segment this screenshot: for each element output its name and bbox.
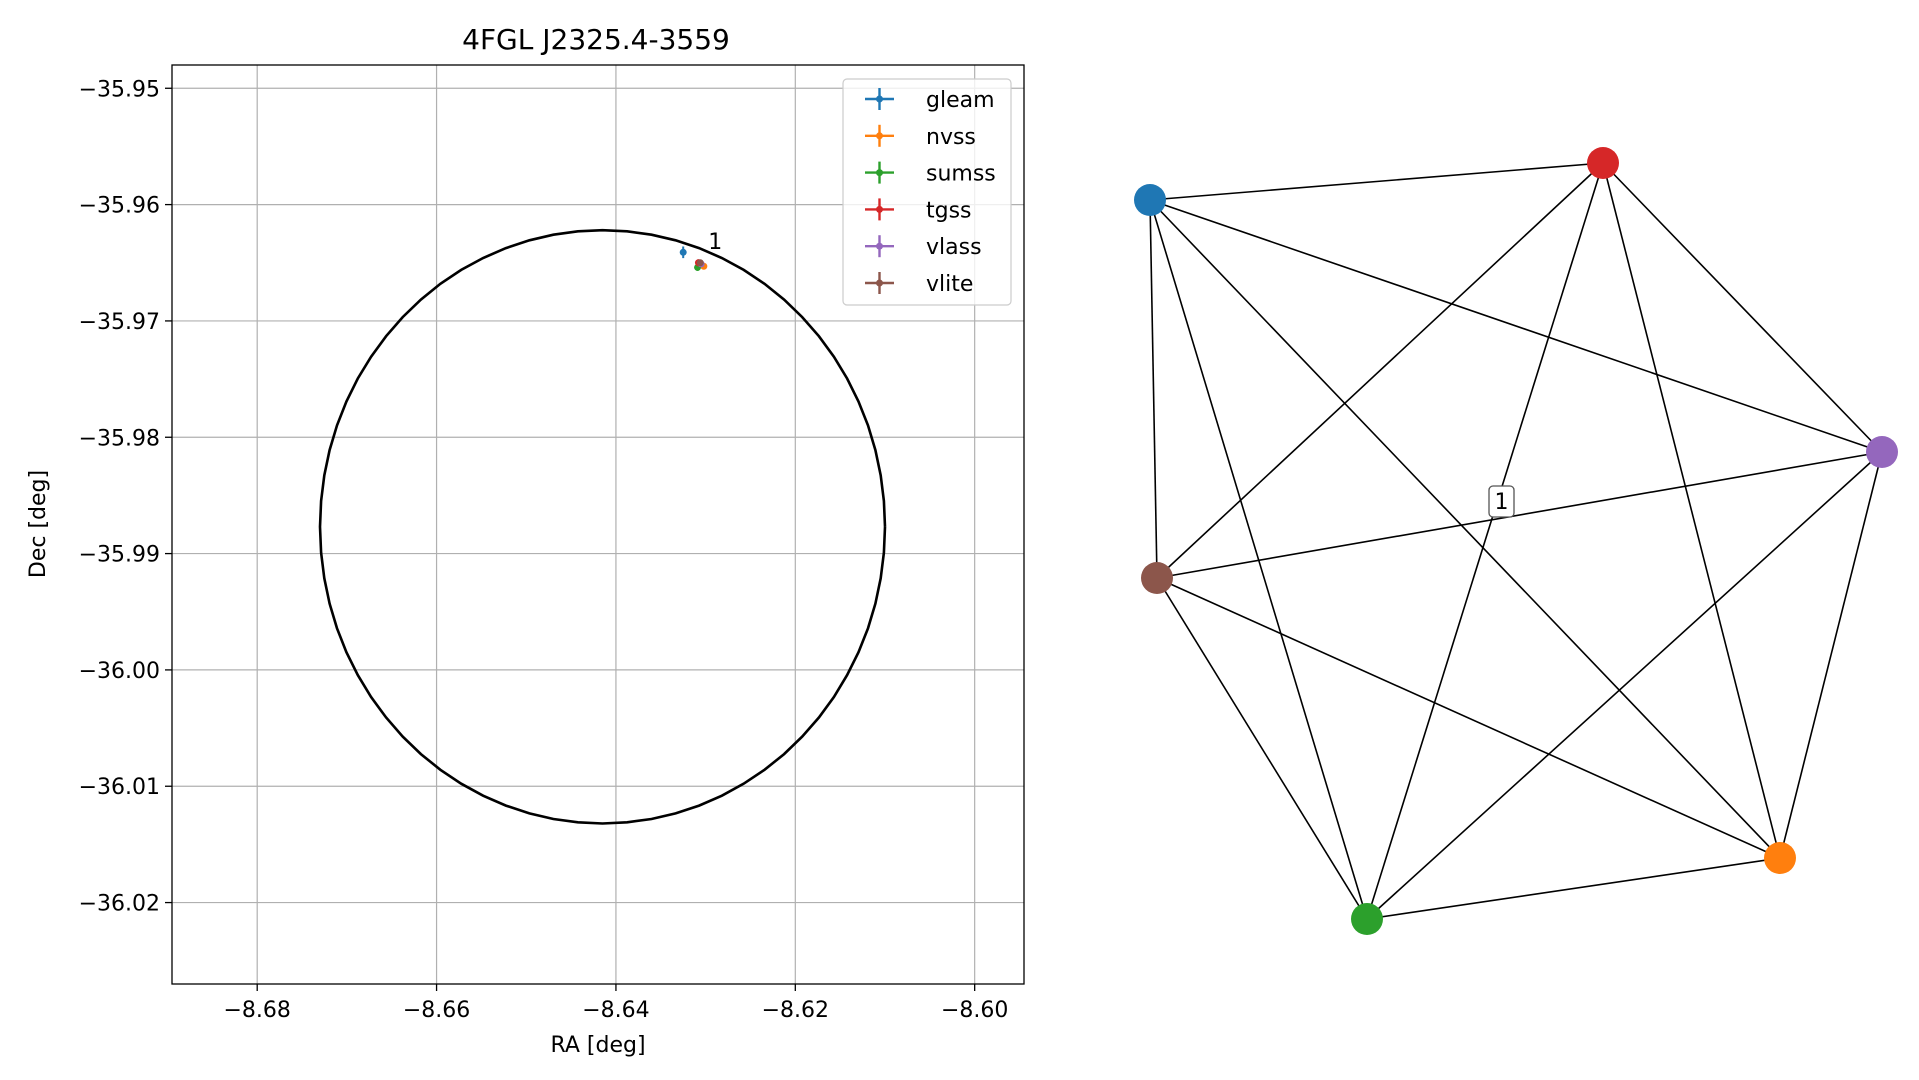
point-gleam bbox=[679, 246, 687, 259]
nodes-layer bbox=[1134, 147, 1898, 935]
svg-text:1: 1 bbox=[1495, 490, 1509, 515]
network-graph: 1 bbox=[1134, 147, 1898, 935]
x-axis: −8.68 −8.66 −8.64 −8.62 −8.60 bbox=[223, 984, 1008, 1023]
edge-gleam-nvss bbox=[1149, 199, 1781, 859]
edge-gleam-sumss bbox=[1149, 199, 1368, 920]
plot-frame bbox=[171, 64, 1025, 985]
legend-item-nvss: nvss bbox=[865, 124, 976, 150]
y-tick-label: −35.96 bbox=[79, 194, 160, 219]
y-tick-label: −36.00 bbox=[79, 659, 160, 684]
node-nvss bbox=[1764, 842, 1796, 874]
edges-layer bbox=[1149, 162, 1883, 920]
edge-gleam-vlite bbox=[1149, 199, 1158, 579]
legend-item-gleam: gleam bbox=[865, 88, 995, 113]
edge-tgss-vlite bbox=[1156, 162, 1604, 579]
y-tick-label: −35.95 bbox=[79, 77, 160, 102]
edge-vlite-sumss bbox=[1156, 577, 1368, 920]
association-ellipse bbox=[318, 228, 887, 825]
legend-label: sumss bbox=[926, 162, 996, 187]
y-tick-label: −35.97 bbox=[79, 310, 160, 335]
node-tgss bbox=[1587, 147, 1619, 179]
x-tick-label: −8.68 bbox=[223, 998, 290, 1023]
legend-item-tgss: tgss bbox=[865, 198, 972, 223]
legend-label: tgss bbox=[926, 198, 972, 223]
point-annotation: 1 bbox=[708, 230, 722, 255]
edge-nvss-sumss bbox=[1366, 857, 1781, 920]
edge-gleam-tgss bbox=[1149, 162, 1604, 201]
legend-label: vlite bbox=[926, 272, 973, 297]
edge-vlass-vlite bbox=[1156, 451, 1883, 579]
x-tick-label: −8.66 bbox=[403, 998, 470, 1023]
scatter-chart: 4FGL J2325.4-3559 1 −8.68 −8.66 −8.64 −8.62… bbox=[26, 23, 1025, 1058]
points-layer: 1 bbox=[679, 230, 722, 271]
y-tick-label: −36.01 bbox=[79, 775, 160, 800]
legend-label: nvss bbox=[926, 125, 976, 150]
y-tick-label: −35.98 bbox=[79, 426, 160, 451]
edge-vlass-nvss bbox=[1779, 451, 1883, 859]
edge-tgss-vlass bbox=[1602, 162, 1883, 453]
legend-label: gleam bbox=[926, 88, 995, 113]
edge-label: 1 bbox=[1488, 485, 1515, 518]
node-sumss bbox=[1351, 903, 1383, 935]
legend: gleam nvss sumss tgss vlass vlite bbox=[842, 78, 1012, 306]
x-tick-label: −8.64 bbox=[582, 998, 649, 1023]
edge-vlass-sumss bbox=[1366, 451, 1883, 920]
x-tick-label: −8.62 bbox=[762, 998, 829, 1023]
edge-vlite-nvss bbox=[1156, 577, 1781, 859]
node-vlite bbox=[1141, 562, 1173, 594]
y-tick-label: −36.02 bbox=[79, 892, 160, 917]
legend-item-sumss: sumss bbox=[865, 161, 996, 187]
point-vlite bbox=[696, 259, 704, 267]
edge-gleam-vlass bbox=[1149, 199, 1883, 453]
edge-tgss-sumss bbox=[1366, 162, 1604, 920]
legend-label: vlass bbox=[926, 235, 982, 260]
y-axis-label: Dec [deg] bbox=[26, 470, 51, 578]
node-vlass bbox=[1866, 436, 1898, 468]
ellipse-layer bbox=[318, 228, 887, 825]
edge-tgss-nvss bbox=[1602, 162, 1781, 859]
node-gleam bbox=[1134, 184, 1166, 216]
y-axis: −35.95 −35.96 −35.97 −35.98 −35.99 −36.00 −36.… bbox=[79, 77, 172, 917]
x-tick-label: −8.60 bbox=[941, 998, 1008, 1023]
legend-item-vlite: vlite bbox=[865, 272, 973, 297]
legend-item-vlass: vlass bbox=[865, 235, 982, 260]
x-axis-label: RA [deg] bbox=[550, 1033, 645, 1058]
chart-title: 4FGL J2325.4-3559 bbox=[462, 23, 730, 56]
y-tick-label: −35.99 bbox=[79, 543, 160, 568]
